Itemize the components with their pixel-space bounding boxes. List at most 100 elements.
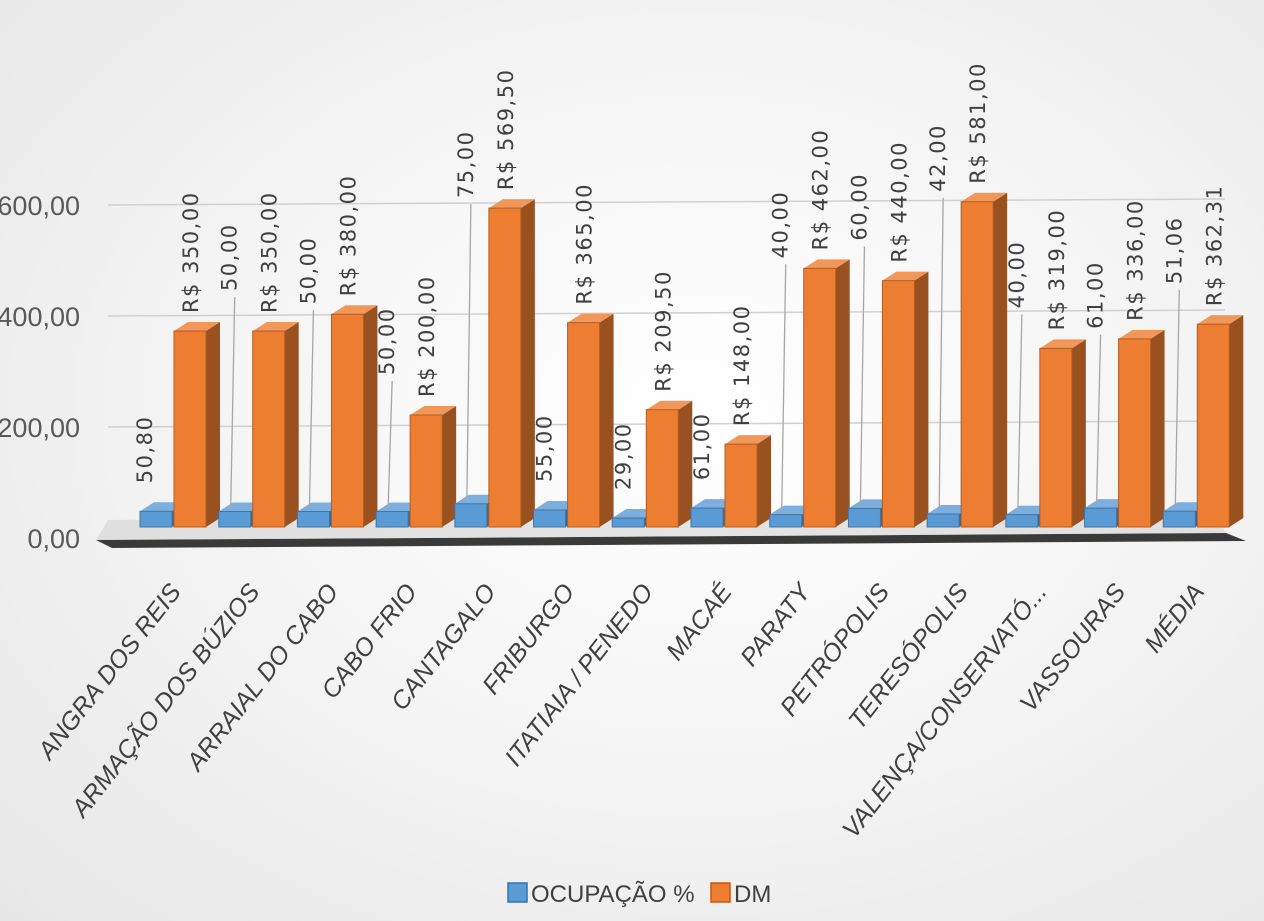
data-label-dm: R$ 380,00	[336, 175, 360, 297]
bar-dm-front	[567, 322, 601, 528]
bar-dm-front	[488, 207, 522, 528]
bar-dm	[173, 322, 220, 528]
category-label: MÉDIA	[1138, 578, 1210, 658]
y-axis: 0,00 200,00 400,00 600,00	[0, 191, 80, 554]
bar-dm-side	[1071, 339, 1086, 527]
bar-dm-front	[1039, 347, 1073, 528]
data-label-ocupacao: 40,00	[1005, 241, 1029, 309]
data-label-dm: R$ 569,50	[494, 69, 518, 191]
bar-dm	[567, 313, 614, 528]
bar-dm-side	[1229, 315, 1244, 527]
leader-lines	[230, 197, 1180, 511]
data-label-ocupacao: 42,00	[926, 124, 950, 192]
bar-dm-side	[1150, 329, 1165, 527]
bar-ocupacao-front	[611, 517, 645, 528]
legend-label-dm: DM	[734, 881, 771, 908]
data-label-ocupacao: 51,06	[1162, 217, 1186, 285]
bar-dm-side	[442, 406, 457, 527]
bar-dm	[1118, 329, 1165, 528]
bar-dm-front	[330, 313, 364, 528]
data-labels: R$ 350,00 50,80 R$ 350,00 50,00 R$ 380,00 50,…	[133, 62, 1226, 490]
leader-line	[308, 310, 315, 508]
data-label-ocupacao: 50,00	[296, 237, 320, 305]
leader-line	[859, 246, 866, 505]
bar-dm-front	[803, 267, 837, 528]
data-label-ocupacao: 61,00	[690, 412, 714, 480]
leader-line	[387, 381, 393, 508]
leader-line	[230, 297, 236, 508]
floor-edge	[96, 533, 1246, 548]
bar-ocupacao-front	[533, 509, 567, 528]
data-label-ocupacao: 50,80	[133, 416, 157, 484]
category-label: ANGRA DOS REIS	[31, 578, 186, 766]
leader-line	[938, 197, 944, 511]
data-label-ocupacao: 61,00	[1084, 261, 1108, 329]
leader-line	[466, 204, 472, 500]
bar-dm-front	[1118, 338, 1152, 528]
bar-ocupacao-front	[218, 511, 252, 528]
bar-dm-side	[206, 322, 220, 527]
bar-dm-top	[252, 322, 299, 332]
bar-dm-top	[567, 313, 614, 323]
gridline	[107, 198, 1226, 206]
leader-line	[1095, 334, 1102, 505]
data-label-dm: R$ 350,00	[258, 191, 282, 313]
bar-dm	[881, 271, 929, 528]
bar-ocupacao-front	[296, 511, 330, 528]
bar-dm-top	[725, 435, 771, 445]
leader-line	[1017, 314, 1023, 511]
bar-dm-top	[488, 199, 535, 209]
bars	[139, 192, 1244, 528]
data-label-ocupacao: 50,00	[218, 223, 242, 291]
bar-dm	[252, 322, 299, 528]
bar-dm-top	[646, 400, 693, 410]
y-tick-label: 400,00	[0, 302, 80, 332]
bar-dm-top	[1118, 329, 1165, 339]
bar-ocupacao-front	[1084, 507, 1118, 528]
bar-dm	[724, 435, 771, 528]
gridline	[107, 309, 1226, 317]
data-label-dm: R$ 440,00	[887, 141, 911, 263]
data-label-dm: R$ 462,00	[809, 129, 833, 251]
y-tick-label: 0,00	[27, 524, 80, 554]
data-label-dm: R$ 148,00	[730, 305, 754, 427]
leader-line	[1174, 290, 1180, 508]
y-tick-label: 600,00	[0, 191, 80, 221]
data-label-ocupacao: 29,00	[611, 422, 635, 490]
bar-dm-side	[835, 259, 850, 527]
data-label-ocupacao: 75,00	[454, 131, 478, 199]
bar-ocupacao-front	[1162, 510, 1196, 528]
bar-dm-front	[1196, 323, 1230, 528]
bar-dm-front	[173, 330, 207, 528]
bar-ocupacao-front	[1005, 514, 1039, 528]
data-label-dm: R$ 362,31	[1202, 185, 1226, 307]
legend: OCUPAÇÃO % DM	[507, 881, 771, 908]
bar-dm-front	[960, 201, 994, 528]
bar-dm-side	[678, 400, 693, 527]
data-label-dm: R$ 365,00	[573, 183, 597, 305]
bar-ocupacao-front	[926, 513, 960, 528]
bar-dm-side	[599, 313, 614, 527]
data-label-dm: R$ 209,50	[651, 270, 675, 392]
bar-dm	[645, 400, 693, 528]
bar-dm	[1039, 339, 1086, 528]
bar-dm	[960, 192, 1008, 528]
bar-dm	[1196, 315, 1244, 528]
bar-dm-top	[961, 192, 1008, 202]
bar-dm	[409, 406, 457, 528]
bar-dm-top	[174, 322, 220, 332]
bar-dm-side	[993, 192, 1008, 528]
bar-dm	[488, 199, 535, 528]
bar-dm-front	[724, 443, 758, 528]
category-label: PARATY	[735, 577, 818, 672]
category-label: ITATIAIA / PENEDO	[500, 578, 659, 771]
category-label: MACAÉ	[660, 578, 738, 666]
bar-dm-top	[410, 406, 457, 416]
bar-dm-top	[1197, 315, 1244, 325]
bar-dm-top	[882, 271, 929, 281]
bar-dm-side	[284, 322, 299, 527]
legend-swatch-dm	[710, 882, 731, 903]
bar-dm-top	[803, 259, 850, 269]
